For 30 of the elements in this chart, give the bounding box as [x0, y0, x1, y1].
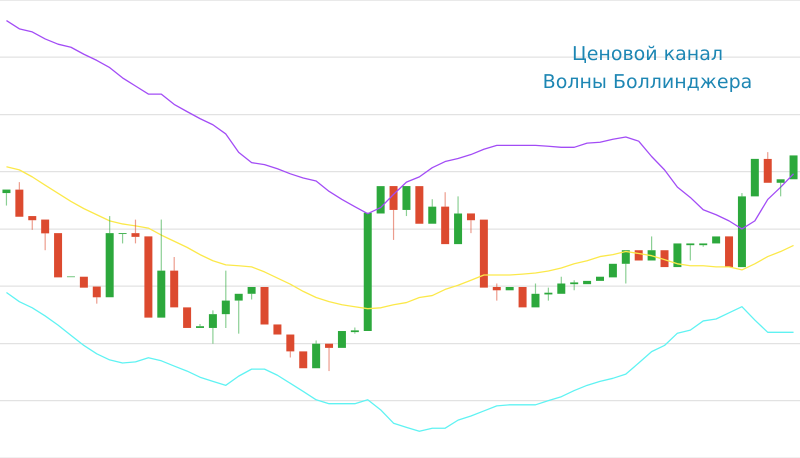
- candlestick: [506, 287, 514, 290]
- candlestick: [608, 264, 617, 278]
- candlestick: [790, 155, 798, 180]
- candlestick: [415, 186, 424, 224]
- chart-subtitle: Волны Боллинджера: [542, 70, 754, 95]
- candlestick: [299, 351, 308, 368]
- candlestick: [596, 276, 604, 281]
- candlestick: [583, 280, 592, 284]
- candlestick: [480, 220, 488, 288]
- candlestick: [660, 250, 669, 268]
- candlestick: [750, 158, 759, 196]
- candlestick: [144, 236, 152, 318]
- candlestick: [260, 287, 269, 324]
- candlestick: [557, 276, 566, 294]
- candlestick: [273, 324, 282, 335]
- candlestick: [376, 186, 385, 214]
- candlestick: [712, 236, 720, 244]
- candlestick: [673, 243, 682, 268]
- candlestick: [725, 236, 734, 268]
- candlestick: [183, 307, 192, 328]
- candlestick: [364, 212, 372, 332]
- candlestick: [338, 331, 346, 348]
- candlestick: [764, 152, 772, 183]
- candlestick: [518, 287, 527, 308]
- candlestick: [286, 334, 294, 358]
- candlestick: [80, 276, 88, 288]
- candlestick: [428, 198, 436, 224]
- chart-title: Ценовой канал: [570, 42, 724, 67]
- candlestick: [54, 233, 62, 278]
- candlestick: [92, 286, 101, 304]
